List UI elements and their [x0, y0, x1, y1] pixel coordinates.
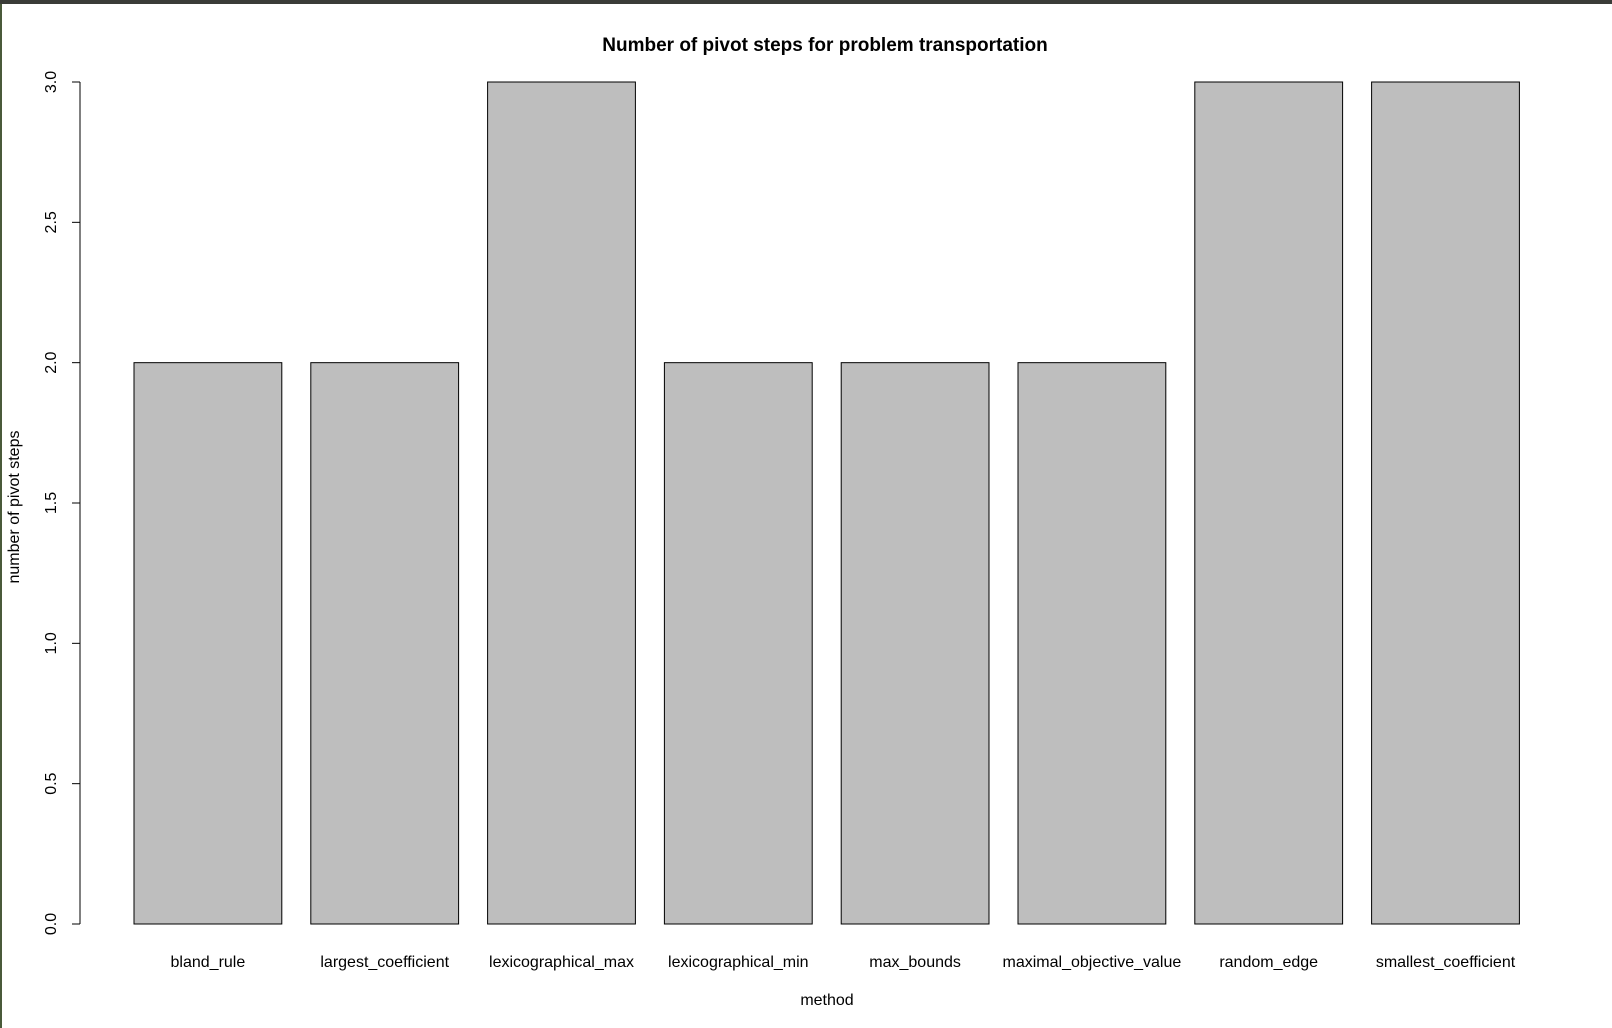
x-tick-label: largest_coefficient — [320, 954, 449, 971]
x-tick-label: lexicographical_max — [489, 954, 634, 971]
bar-max-bounds — [840, 362, 990, 925]
y-tick-label: 1.5 — [43, 492, 60, 514]
y-axis-label: number of pivot steps — [6, 431, 23, 584]
bar-lexicographical-max — [487, 81, 636, 925]
window-top-strip — [0, 0, 1612, 4]
x-axis-label: method — [800, 992, 853, 1009]
y-tick-label: 3.0 — [43, 71, 60, 93]
x-tick-label: max_bounds — [869, 954, 961, 971]
bar-maximal-objective-value — [1017, 362, 1167, 925]
y-tick-label: 2.5 — [43, 211, 60, 233]
bar-largest-coefficient — [310, 362, 460, 925]
y-tick-label: 1.0 — [43, 632, 60, 654]
window-left-edge — [0, 4, 2, 1028]
y-tick-label: 2.0 — [43, 351, 60, 373]
bar-random-edge — [1194, 81, 1344, 925]
x-tick-labels: bland_rule largest_coefficient lexicograph… — [171, 954, 1516, 971]
y-tick-label: 0.0 — [43, 913, 60, 935]
x-tick-label: smallest_coefficient — [1376, 954, 1516, 971]
x-tick-label: bland_rule — [171, 954, 246, 971]
y-axis: 0.0 0.5 1.0 1.5 2.0 2.5 3.0 — [43, 71, 81, 935]
x-tick-label: lexicographical_min — [668, 954, 809, 971]
bar-bland-rule — [133, 362, 283, 925]
x-tick-label: random_edge — [1219, 954, 1318, 971]
chart-title: Number of pivot steps for problem transp… — [602, 35, 1047, 56]
bar-lexicographical-min — [663, 362, 813, 925]
x-tick-label: maximal_objective_value — [1003, 954, 1182, 971]
y-tick-label: 0.5 — [43, 772, 60, 794]
bar-smallest-coefficient — [1371, 81, 1520, 925]
bars — [133, 81, 1520, 925]
